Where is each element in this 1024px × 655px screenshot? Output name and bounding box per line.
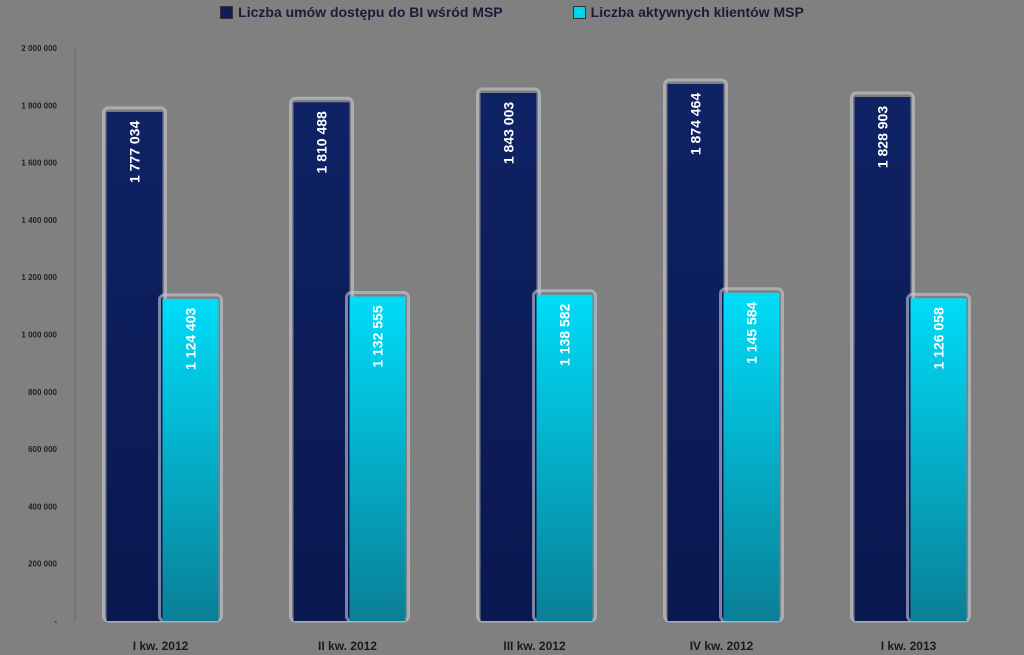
bar-group-2: 1 145 584 [719,287,784,623]
y-tick-label: 2 000 000 [21,44,57,53]
bar-value-label: 1 145 584 [744,301,760,363]
bar-value-label: 1 828 903 [875,106,891,168]
bar-group-2: 1 124 403 [158,293,223,623]
bar-group-1: 1 777 034 [102,106,167,623]
bar-group-1: 1 828 903 [850,91,915,623]
bar-value-label: 1 874 464 [688,93,704,155]
bar [723,292,780,621]
bar [106,111,163,621]
bar [162,298,219,621]
bars: 1 777 034 1 124 403 1 810 488 1 132 555 1 84… [102,78,971,623]
bar-value-label: 1 138 582 [557,303,573,365]
legend-item-series-1: Liczba umów dostępu do BI wśród MSP [220,2,503,22]
y-tick-label: 800 000 [28,388,57,397]
legend-swatch-series-1 [220,5,234,19]
bar-value-label: 1 126 058 [931,307,947,369]
grid [75,47,1010,565]
y-axis: - 200 000 400 000 600 000 800 000 1 000 000 1 … [21,44,76,626]
bar-group-1: 1 874 464 [663,78,728,623]
bar-group-1: 1 810 488 [289,96,354,623]
y-tick-label: 600 000 [28,445,57,454]
bar-value-label: 1 132 555 [370,305,386,367]
x-axis-labels: I kw. 2012 II kw. 2012 III kw. 2012 IV kw. … [133,639,937,653]
y-tick-label: 1 200 000 [21,273,57,282]
bar-group-2: 1 132 555 [345,291,410,623]
chart-legend: Liczba umów dostępu do BI wśród MSP Licz… [0,2,1024,22]
y-tick-label: 1 800 000 [21,101,57,110]
bar-value-label: 1 843 003 [501,102,517,164]
y-tick-label: 200 000 [28,560,57,569]
legend-item-series-2: Liczba aktywnych klientów MSP [572,2,804,22]
x-tick-label: I kw. 2013 [881,639,937,653]
bar-value-label: 1 124 403 [183,308,199,370]
y-tick-label: 1 600 000 [21,159,57,168]
bar [667,83,724,621]
legend-label-series-2: Liczba aktywnych klientów MSP [590,4,804,20]
bar-value-label: 1 810 488 [314,111,330,173]
y-tick-label: 1 000 000 [21,331,57,340]
bar-group-1: 1 843 003 [476,87,541,623]
bar-value-label: 1 777 034 [127,121,143,183]
bar-group-2: 1 126 058 [906,292,971,623]
bar [910,298,967,621]
x-tick-label: III kw. 2012 [503,639,566,653]
x-tick-label: II kw. 2012 [318,639,377,653]
legend-label-series-1: Liczba umów dostępu do BI wśród MSP [238,4,503,20]
y-tick-label: 1 400 000 [21,216,57,225]
x-tick-label: I kw. 2012 [133,639,189,653]
legend-swatch-series-2 [572,5,586,19]
bar [293,102,350,622]
bar [349,296,406,621]
y-tick-label: - [54,617,57,626]
bar [536,294,593,621]
bar [854,97,911,621]
x-tick-label: IV kw. 2012 [690,639,754,653]
bar-group-2: 1 138 582 [532,289,597,623]
bar [480,92,537,622]
y-tick-label: 400 000 [28,502,57,511]
